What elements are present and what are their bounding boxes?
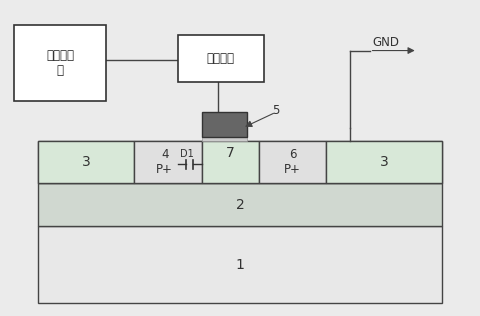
Text: 2: 2 — [236, 198, 244, 212]
Text: 7: 7 — [226, 146, 235, 161]
Bar — [202, 112, 247, 137]
Text: 6
P+: 6 P+ — [284, 148, 301, 176]
Bar — [14, 25, 106, 101]
Text: 钳位电路: 钳位电路 — [207, 52, 235, 65]
Bar — [202, 141, 259, 183]
Bar — [326, 141, 442, 183]
Text: D1: D1 — [180, 149, 194, 159]
Text: 5: 5 — [272, 104, 280, 117]
Bar — [202, 137, 247, 141]
Bar — [38, 141, 134, 183]
Bar — [38, 226, 442, 303]
Bar — [38, 141, 442, 183]
Bar — [178, 35, 264, 82]
Bar — [38, 183, 442, 226]
Text: GND: GND — [372, 36, 399, 49]
Text: 3: 3 — [82, 155, 91, 169]
Text: 4
P+: 4 P+ — [156, 148, 173, 176]
Text: 3: 3 — [380, 155, 388, 169]
Bar — [259, 141, 326, 183]
Bar — [134, 141, 202, 183]
Text: 1: 1 — [236, 258, 244, 272]
Text: 输入压焊
点: 输入压焊 点 — [46, 49, 74, 77]
